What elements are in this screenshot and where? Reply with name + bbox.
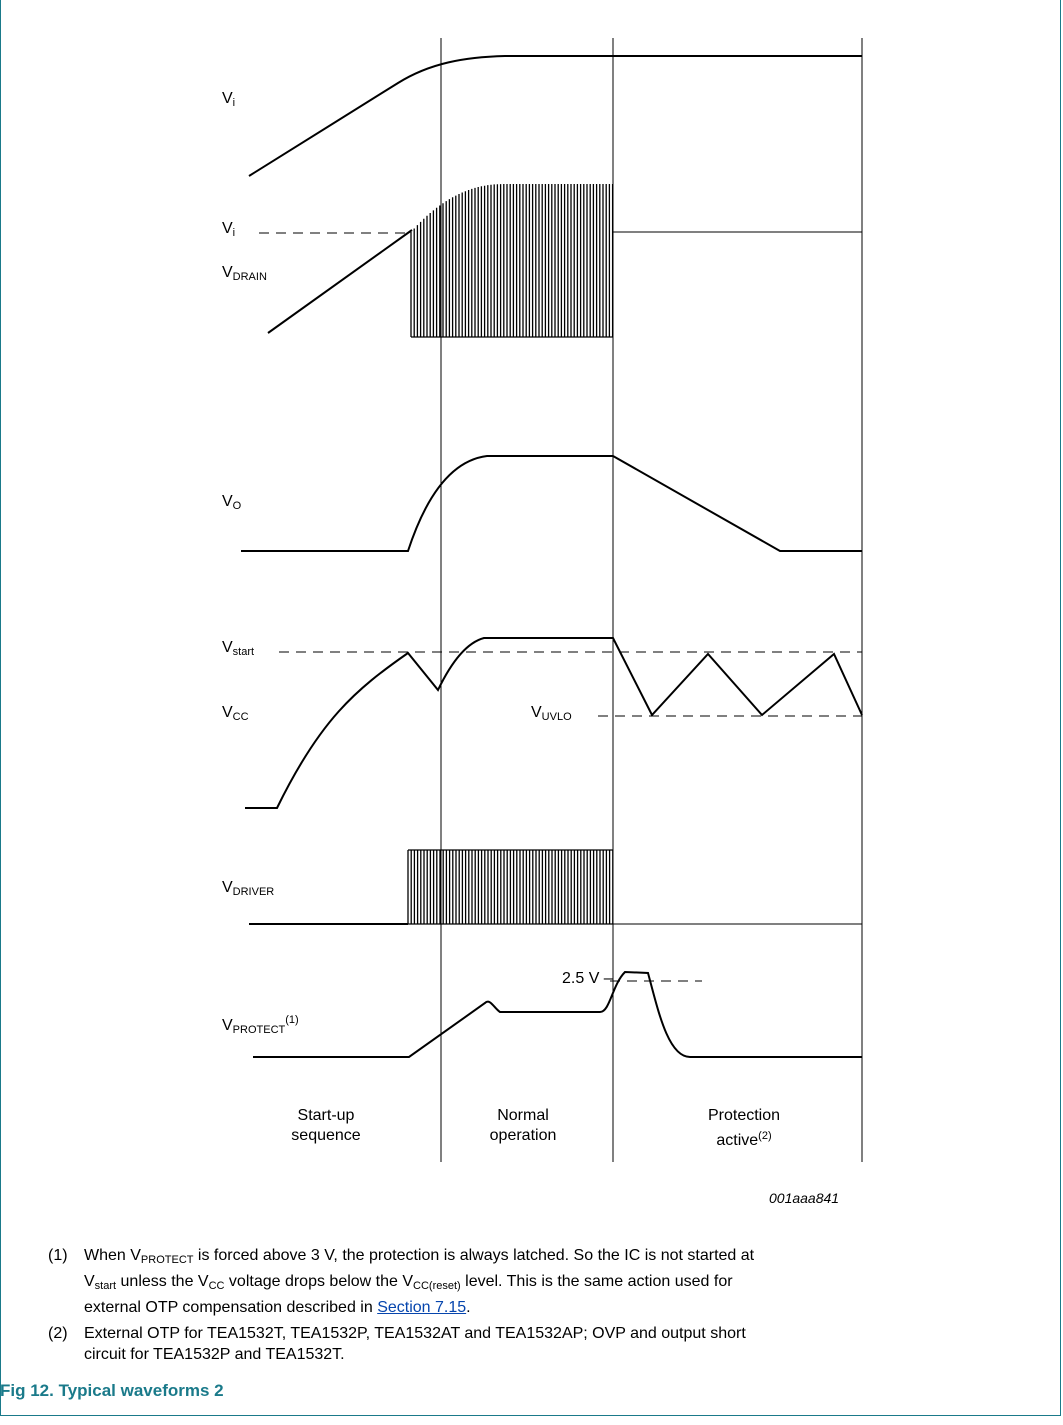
vdrain-switching [410,184,614,338]
vdriver-switching [407,849,614,925]
note-2: (2) External OTP for TEA1532T, TEA1532P,… [48,1323,1008,1367]
note-2-text: External OTP for TEA1532T, TEA1532P, TEA… [84,1325,746,1363]
vo-label: VO [222,493,242,512]
waveform-diagram [241,38,863,1162]
vprotect-label: VPROTECT(1) [222,1014,299,1036]
vi-ref-label: Vi [222,220,236,239]
figure-code: 001aaa841 [769,1190,840,1206]
vdrain-ramp [267,229,413,334]
section-7-15-link[interactable]: Section 7.15 [377,1299,467,1316]
vdrain-label: VDRAIN [222,264,267,283]
vprotect-waveform [253,970,862,1058]
vuvlo-label: VUVLO [531,704,572,723]
vcc-label: VCC [222,704,249,723]
phase-protection-label: Protection active(2) [707,1107,781,1149]
level-25v-label: 2.5 V – [562,970,613,987]
note-1-text: When VPROTECT is forced above 3 V, the p… [84,1247,755,1316]
phase-normal-label: Normal operation [489,1107,557,1144]
figure-title: Fig 12. Typical waveforms 2 [0,1381,224,1400]
note-1: (1) When VPROTECT is forced above 3 V, t… [48,1245,1008,1316]
note-1-number: (1) [48,1247,68,1264]
vstart-label: Vstart [222,639,255,658]
note-2-number: (2) [48,1325,68,1342]
vcc-waveform [245,637,863,809]
vi-waveform [248,55,862,177]
vo-waveform [241,455,862,552]
vdriver-label: VDRIVER [222,879,275,898]
vi-label: Vi [222,90,236,109]
phase-startup-label: Start-up sequence [291,1107,361,1144]
